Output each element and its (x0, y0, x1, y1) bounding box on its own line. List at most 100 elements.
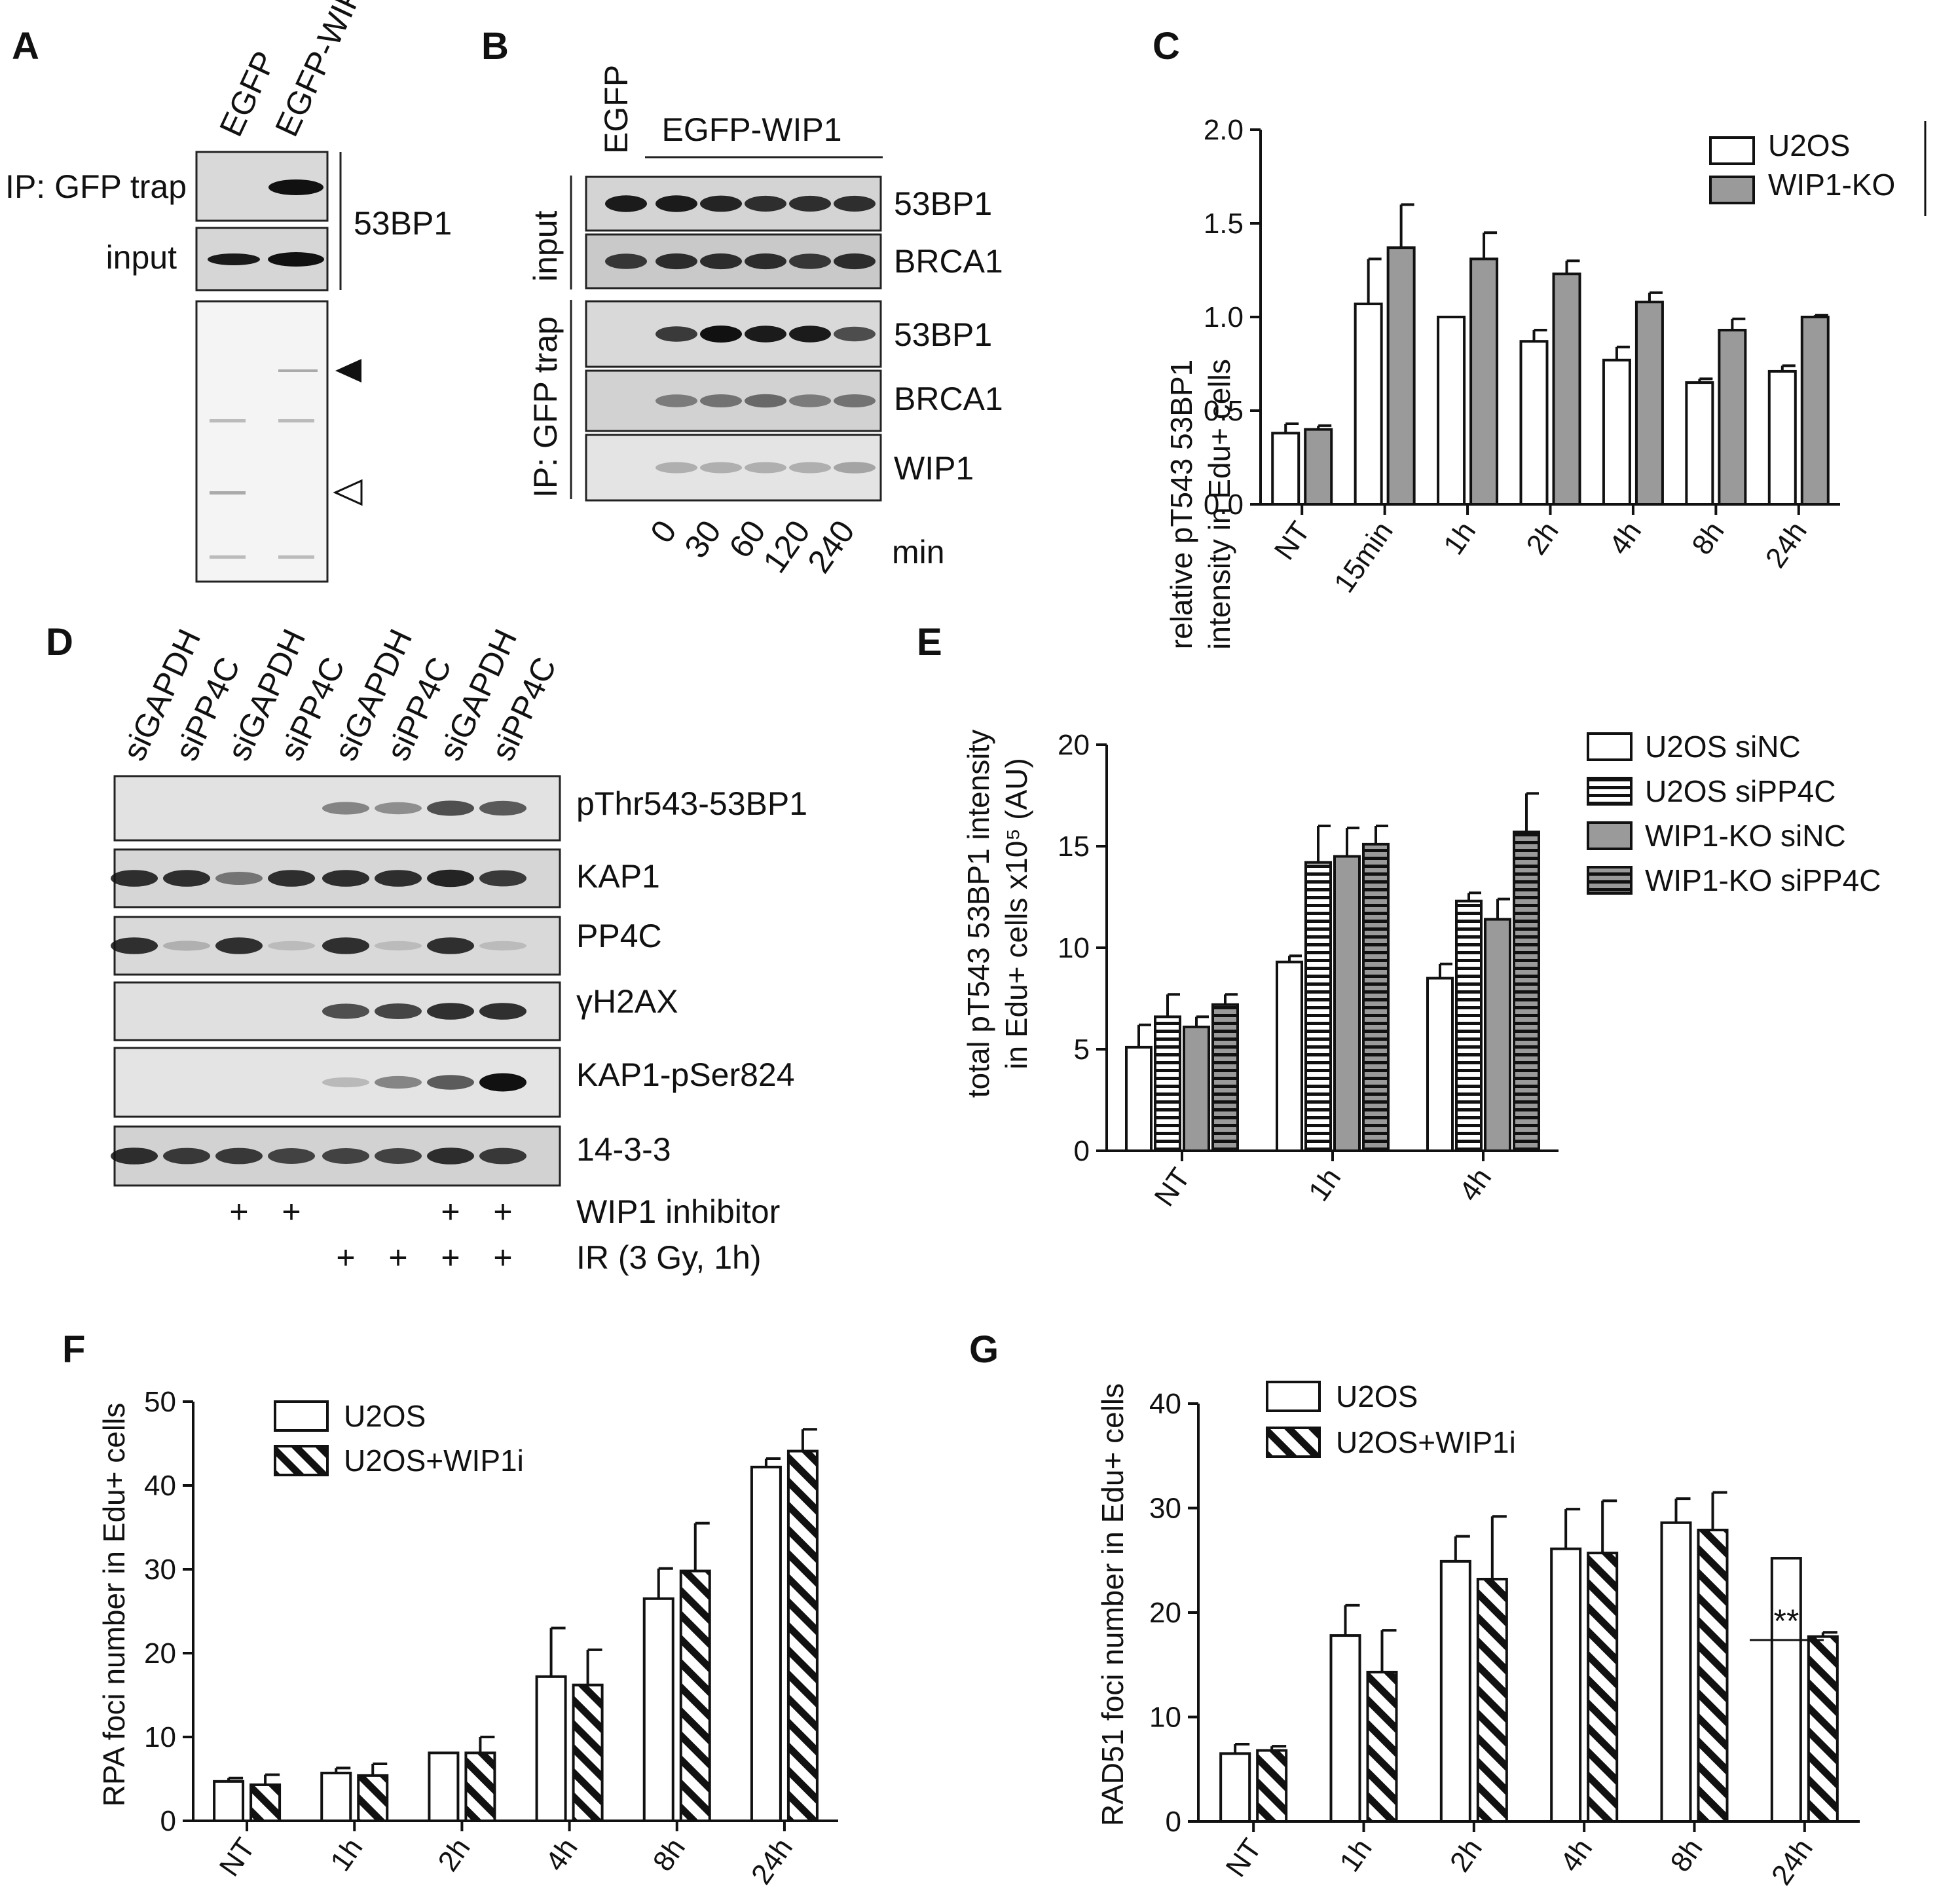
panel-b-protein-4: BRCA1 (894, 381, 1003, 417)
chart-e-ylabel-2: in Edu+ cells x10⁵ (AU) (999, 758, 1033, 1069)
blot-band (208, 253, 260, 265)
y-tick-label: 10 (1058, 932, 1090, 964)
bar (249, 1783, 282, 1822)
panel-f-label: F (62, 1328, 85, 1371)
bar (1256, 1749, 1288, 1823)
bar (1154, 1015, 1181, 1153)
y-tick-label: 0 (160, 1805, 176, 1837)
blot-band (745, 394, 786, 408)
y-tick-label: 20 (1149, 1597, 1181, 1629)
panel-b-lane-ctrl: EGFP (598, 65, 635, 154)
blot-band (700, 462, 742, 474)
blot-band (322, 937, 369, 954)
panel-b-time-unit: min (892, 534, 945, 570)
y-tick-label: 30 (1149, 1493, 1181, 1525)
chart-e-legend-swatch-1 (1587, 732, 1633, 761)
bar (1276, 960, 1303, 1152)
treatment-mark: + (441, 1193, 460, 1230)
bar (1362, 842, 1390, 1153)
panel-d-treatment-1: WIP1 inhibitor (576, 1193, 780, 1230)
blot-band (268, 870, 315, 887)
bar (1602, 358, 1631, 506)
bar (1304, 861, 1332, 1153)
chart-e-legend-3: WIP1-KO siNC (1645, 819, 1846, 853)
x-tick-label: 8h (1664, 1833, 1708, 1878)
blot-band (655, 326, 697, 342)
treatment-mark: + (493, 1239, 512, 1276)
y-tick-label: 0 (1166, 1806, 1181, 1838)
x-tick-label: 2h (1444, 1833, 1488, 1878)
blot-band (789, 195, 831, 212)
bar (1634, 301, 1664, 506)
blot-band (268, 179, 323, 195)
x-tick-label: 4h (1603, 516, 1648, 561)
chart-f-legend-1: U2OS (344, 1399, 426, 1433)
blot-band (375, 941, 422, 951)
panel-d-treatment-2: IR (3 Gy, 1h) (576, 1239, 761, 1276)
x-tick-label: 24h (1760, 516, 1813, 574)
y-tick-label: 2.0 (1204, 114, 1244, 146)
chart-e-legend-4: WIP1-KO siPP4C (1645, 863, 1881, 897)
y-tick-label: 0.5 (1204, 395, 1244, 427)
chart-e-ylabel-1: total pT543 53BP1 intensity (961, 730, 995, 1098)
treatment-mark: + (493, 1193, 512, 1230)
bar (1550, 1547, 1582, 1823)
blot-band (745, 326, 786, 343)
bar (320, 1772, 352, 1823)
y-tick-label: 15 (1058, 831, 1090, 863)
y-tick-label: 5 (1074, 1034, 1090, 1066)
chart-c-significance: *** (1947, 147, 1956, 185)
treatment-mark: + (282, 1193, 301, 1230)
panel-a-protein: 53BP1 (354, 205, 452, 242)
bar (1219, 1752, 1251, 1823)
blot-band (789, 253, 831, 269)
panel-b-blots (585, 176, 882, 502)
bar (1770, 1557, 1802, 1823)
bar (1476, 1577, 1508, 1823)
panel-d-protein-4: γH2AX (576, 983, 678, 1020)
panel-b-group-ip: IP: GFP trap (527, 316, 564, 498)
bar (1125, 1045, 1153, 1153)
panel-c: C relative pT543 53BP1 intensity in Edu+… (1153, 25, 1956, 650)
blot-band (479, 1003, 526, 1020)
blot-strip (585, 434, 882, 502)
blot-band (700, 253, 742, 270)
y-tick-label: 40 (144, 1470, 176, 1502)
bar (786, 1449, 819, 1822)
blot-band (215, 1148, 263, 1165)
chart-c-ylabel-2: intensity in Edu+ cells (1202, 359, 1236, 650)
blot-band (745, 253, 786, 270)
gel-band (278, 419, 314, 422)
blot-band (427, 1075, 474, 1090)
chart-f: 0 10 20 30 40 50 NT 1h 2h 4h 8h 24h (144, 1386, 838, 1890)
bar (535, 1675, 567, 1823)
x-tick-label: 1h (1302, 1163, 1347, 1207)
bar (1211, 1003, 1239, 1153)
panel-d-treatments: + + + + + + + + (229, 1193, 512, 1276)
panel-a-row-ip: IP: GFP trap (5, 168, 187, 205)
bar (428, 1751, 460, 1823)
treatment-mark: + (388, 1239, 407, 1276)
blot-band (655, 195, 697, 212)
bar (679, 1569, 711, 1823)
y-tick-label: 1.0 (1204, 301, 1244, 333)
bar (642, 1597, 674, 1823)
blot-band (700, 326, 742, 343)
chart-g-legend-2: U2OS+WIP1i (1336, 1425, 1516, 1459)
bar (1183, 1025, 1210, 1153)
bar (750, 1465, 782, 1823)
y-tick-label: 20 (144, 1637, 176, 1670)
blot-band (700, 195, 742, 212)
bar (1660, 1521, 1692, 1823)
gel-band (210, 419, 246, 422)
chart-f-ylabel: RPA foci number in Edu+ cells (97, 1403, 131, 1807)
bar (1386, 246, 1416, 506)
panel-a-label: A (12, 25, 39, 67)
bar (1426, 977, 1454, 1152)
blot-band (479, 1148, 526, 1165)
bar (464, 1751, 496, 1823)
chart-e: 0 5 10 15 20 NT 1h 4h (1058, 729, 1559, 1212)
gel-band (210, 555, 246, 559)
blot-band (789, 462, 831, 474)
